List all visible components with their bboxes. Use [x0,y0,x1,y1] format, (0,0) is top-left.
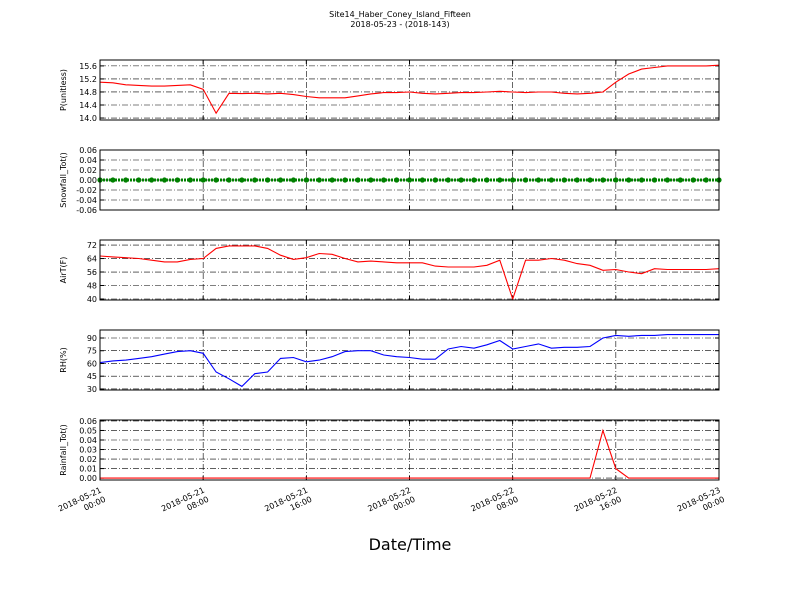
x-tick-label: 2018-05-22 08:00 [470,486,520,523]
y-tick-label: -0.02 [76,186,97,195]
x-tick-label: 2018-05-22 00:00 [366,486,416,523]
plot-frame [99,329,720,391]
y-axis-label: P(unitless) [59,69,68,111]
y-tick-label: 0.06 [79,146,97,155]
panel: 40 48 56 64 72 AirT(F) [59,239,720,304]
y-tick-label: 14.0 [79,114,97,123]
y-axis-label: RH(%) [59,347,68,372]
panel: -0.06-0.04-0.020.000.020.040.06 Snowfall_… [59,146,722,215]
y-tick-label: 40 [87,295,97,304]
x-tick-label: 2018-05-21 16:00 [263,486,313,523]
y-tick-label: -0.06 [76,206,97,215]
y-tick-label: 72 [87,241,97,250]
y-tick-label: 14.4 [79,101,97,110]
y-tick-label: 30 [87,385,97,394]
y-tick-label: 75 [87,347,97,356]
y-tick-label: 0.03 [79,446,97,455]
y-tick-label: 64 [87,255,97,264]
plot-frame [99,59,720,121]
chart-subtitle: 2018-05-23 - (2018-143) [350,20,449,29]
data-line [99,245,720,301]
y-tick-label: 15.2 [79,75,97,84]
panel: 14.0 14.4 14.8 15.2 15.6 P(unitless) [59,59,720,123]
x-tick-label: 2018-05-21 00:00 [57,486,107,523]
y-tick-label: 0.04 [79,436,97,445]
y-tick-label: 45 [87,372,97,381]
plot-frame [99,419,720,481]
panel: 30 45 60 75 90 RH(%) [59,329,720,394]
panel: 0.000.010.020.030.040.050.06 2018-05-21 0… [57,417,726,523]
y-tick-label: 0.06 [79,417,97,426]
y-tick-label: 0.02 [79,166,97,175]
data-line [100,428,719,479]
y-tick-label: 0.02 [79,455,97,464]
plot-frame [99,239,720,301]
y-tick-label: 0.01 [79,465,97,474]
x-tick-label: 2018-05-21 08:00 [160,486,210,523]
data-line [99,64,720,115]
y-axis-label: AirT(F) [59,257,68,284]
x-tick-label: 2018-05-22 16:00 [573,486,623,523]
y-tick-label: 56 [87,268,97,277]
y-axis-label: Rainfall_Tot() [59,424,68,476]
y-tick-label: 0.00 [79,176,97,185]
y-tick-label: -0.04 [76,196,97,205]
y-tick-label: 14.8 [79,88,97,97]
y-tick-label: 0.05 [79,426,97,435]
data-line [99,334,719,388]
y-tick-label: 0.00 [79,474,97,483]
y-axis-label: Snowfall_Tot() [59,152,68,208]
chart-title: Site14_Haber_Coney_Island_Fifteen [329,10,471,19]
x-tick-label: 2018-05-23 00:00 [676,486,726,523]
y-tick-label: 48 [87,282,97,291]
y-tick-label: 90 [87,334,97,343]
x-axis-label: Date/Time [369,535,452,554]
y-tick-label: 0.04 [79,156,97,165]
y-tick-label: 60 [87,359,97,368]
plot-frame [99,149,720,211]
y-tick-label: 15.6 [79,62,97,71]
